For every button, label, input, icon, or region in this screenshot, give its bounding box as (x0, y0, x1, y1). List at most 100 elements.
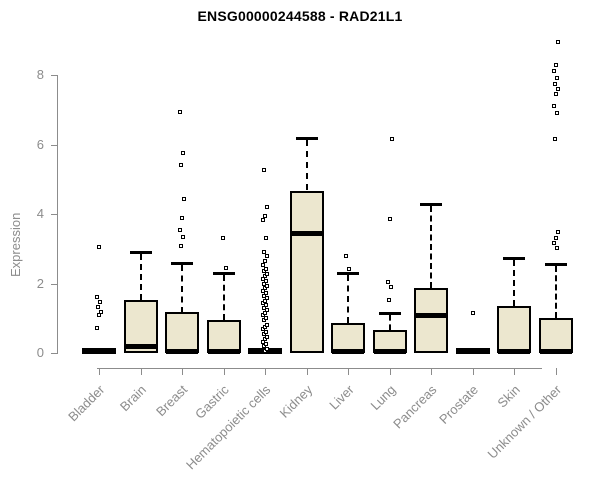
x-axis-tick (224, 368, 225, 375)
outlier-breast (181, 151, 185, 155)
y-tick-label: 0 (36, 345, 44, 360)
outlier-unknown-other (555, 246, 559, 250)
y-tick-label: 4 (36, 206, 44, 221)
outlier-prostate (471, 311, 475, 315)
x-tick-label-skin: Skin (494, 382, 523, 411)
outlier-hematopoietic-cells (263, 214, 267, 218)
outlier-hematopoietic-cells (261, 218, 265, 222)
outlier-unknown-other (554, 236, 558, 240)
x-tick-label-pancreas: Pancreas (390, 382, 440, 432)
x-axis-tick (473, 368, 474, 375)
x-axis-tick (514, 368, 515, 375)
outlier-unknown-other (555, 76, 559, 80)
outlier-bladder (99, 310, 103, 314)
whisker-cap-gastric (212, 272, 235, 275)
y-axis-line (57, 75, 58, 354)
median-breast (166, 349, 198, 354)
x-axis-tick (141, 368, 142, 375)
box-prostate (455, 348, 490, 354)
y-axis-tick (51, 145, 57, 146)
outlier-unknown-other (555, 111, 559, 115)
whisker-gastric (222, 275, 225, 320)
x-tick-label-liver: Liver (326, 382, 357, 413)
y-tick-label: 6 (36, 137, 44, 152)
x-tick-label-prostate: Prostate (436, 382, 482, 427)
y-axis-tick (51, 284, 57, 285)
outlier-lung (387, 298, 391, 302)
x-axis-tick (307, 368, 308, 375)
box-bladder (82, 348, 116, 354)
x-axis-tick (556, 368, 557, 375)
box-breast (165, 312, 199, 353)
outlier-hematopoietic-cells (264, 267, 268, 271)
median-skin (498, 349, 530, 354)
outlier-unknown-other (552, 69, 556, 73)
x-tick-label-gastric: Gastric (192, 382, 233, 422)
outlier-breast (180, 216, 184, 220)
outlier-hematopoietic-cells (262, 168, 266, 172)
outlier-breast (178, 228, 182, 232)
median-kidney (290, 231, 323, 236)
outlier-hematopoietic-cells (265, 308, 269, 312)
whisker-cap-brain (129, 251, 152, 254)
box-kidney (289, 191, 324, 353)
whisker-brain (139, 254, 142, 300)
outlier-hematopoietic-cells (262, 250, 266, 254)
median-pancreas (415, 313, 447, 318)
outlier-hematopoietic-cells (264, 342, 268, 346)
outlier-hematopoietic-cells (265, 272, 269, 276)
x-tick-label-lung: Lung (367, 382, 399, 414)
outlier-gastric (224, 266, 228, 270)
whisker-cap-liver (337, 272, 359, 275)
outlier-breast (182, 197, 186, 201)
outlier-liver (347, 267, 351, 271)
outlier-unknown-other (554, 63, 558, 67)
box-unknown-other (538, 318, 573, 353)
outlier-unknown-other (552, 241, 556, 245)
outlier-unknown-other (553, 82, 557, 86)
x-tick-label-unknown-other: Unknown / Other (484, 382, 565, 462)
outlier-breast (181, 235, 185, 239)
x-axis-tick (390, 368, 391, 375)
box-gastric (206, 320, 241, 353)
whisker-cap-kidney (295, 137, 318, 140)
y-axis-tick (51, 214, 57, 215)
outlier-breast (179, 163, 183, 167)
x-axis-tick (348, 368, 349, 375)
outlier-hematopoietic-cells (264, 316, 268, 320)
outlier-breast (179, 244, 183, 248)
outlier-unknown-other (553, 137, 557, 141)
outlier-hematopoietic-cells (264, 291, 268, 295)
outlier-hematopoietic-cells (265, 254, 269, 258)
box-pancreas (414, 288, 448, 353)
outlier-bladder (96, 305, 100, 309)
y-axis-tick (51, 353, 57, 354)
x-axis-line (97, 368, 542, 369)
whisker-cap-skin (503, 257, 525, 260)
outlier-hematopoietic-cells (263, 259, 267, 263)
whisker-unknown-other (554, 266, 557, 318)
outlier-hematopoietic-cells (264, 236, 268, 240)
outlier-hematopoietic-cells (265, 323, 269, 327)
median-brain (124, 344, 157, 349)
y-tick-label: 2 (36, 276, 44, 291)
outlier-bladder (95, 326, 99, 330)
outlier-lung (386, 280, 390, 284)
whisker-cap-pancreas (420, 203, 442, 206)
whisker-lung (388, 315, 391, 330)
x-tick-label-brain: Brain (117, 382, 150, 415)
outlier-unknown-other (552, 104, 556, 108)
whisker-liver (347, 275, 349, 323)
outlier-hematopoietic-cells (264, 279, 268, 283)
x-tick-label-breast: Breast (153, 382, 191, 420)
whisker-pancreas (430, 206, 432, 288)
outlier-bladder (98, 300, 102, 304)
whisker-cap-unknown-other (544, 263, 567, 266)
x-tick-label-kidney: Kidney (276, 382, 316, 421)
outlier-hematopoietic-cells (265, 205, 269, 209)
outlier-hematopoietic-cells (265, 347, 269, 351)
median-liver (332, 349, 364, 354)
outlier-hematopoietic-cells (264, 330, 268, 334)
outlier-breast (178, 110, 182, 114)
